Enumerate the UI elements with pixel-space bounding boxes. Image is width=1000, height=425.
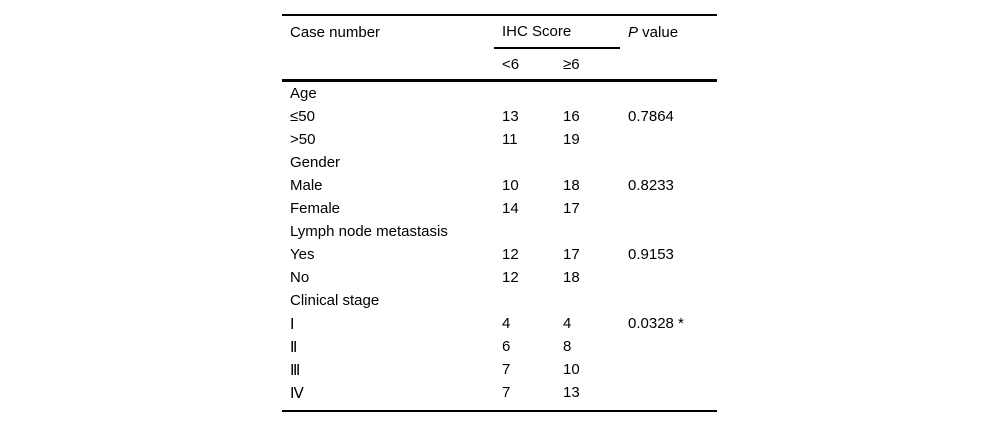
row-label: Gender bbox=[290, 154, 341, 171]
ge6-value: 18 bbox=[563, 177, 580, 194]
spacer-cell bbox=[282, 48, 494, 81]
table-row-age-gt50: >50 11 19 bbox=[282, 128, 717, 151]
ihc-score-group-header: IHC Score bbox=[494, 15, 620, 49]
p-value: 0.0328 * bbox=[628, 315, 684, 332]
p-value bbox=[620, 381, 717, 411]
row-label: Ⅱ bbox=[290, 338, 298, 356]
lt6-value: 12 bbox=[502, 246, 519, 263]
header-row-top: Case number IHC Score P value bbox=[282, 15, 717, 49]
row-label: No bbox=[290, 269, 310, 286]
lt6-value: 7 bbox=[502, 361, 511, 378]
p-value bbox=[620, 151, 717, 174]
lt6-value bbox=[494, 220, 555, 243]
ge6-value: 4 bbox=[563, 315, 572, 332]
table-row-gender-male: Male 10 18 0.8233 bbox=[282, 174, 717, 197]
lt6-value bbox=[494, 289, 555, 312]
table-row-stage-4: Ⅳ 7 13 bbox=[282, 381, 717, 411]
lt6-value: 6 bbox=[502, 338, 511, 355]
row-label: Age bbox=[290, 85, 317, 102]
lt6-value: 10 bbox=[502, 177, 519, 194]
row-label: ≤50 bbox=[290, 108, 315, 125]
p-value-header-value: value bbox=[638, 23, 679, 41]
p-value bbox=[620, 335, 717, 358]
table-header: Case number IHC Score P value <6 ≥6 bbox=[282, 15, 717, 81]
p-value: 0.9153 bbox=[628, 246, 674, 263]
table-body: Age ≤50 13 16 0.7864 >50 11 19 Gender bbox=[282, 81, 717, 412]
row-label: Male bbox=[290, 177, 323, 194]
row-label: Clinical stage bbox=[290, 292, 380, 309]
table-row-stage-2: Ⅱ 6 8 bbox=[282, 335, 717, 358]
table-row-age-le50: ≤50 13 16 0.7864 bbox=[282, 105, 717, 128]
p-value bbox=[620, 128, 717, 151]
ge6-value bbox=[555, 220, 620, 243]
ge6-value: 13 bbox=[563, 384, 580, 401]
ge6-value: 17 bbox=[563, 200, 580, 217]
ge6-value: 19 bbox=[563, 131, 580, 148]
ge6-value bbox=[555, 151, 620, 174]
p-value bbox=[620, 358, 717, 381]
table-row-lymph-yes: Yes 12 17 0.9153 bbox=[282, 243, 717, 266]
row-label: Female bbox=[290, 200, 341, 217]
ge6-value bbox=[555, 289, 620, 312]
ge6-value: 16 bbox=[563, 108, 580, 125]
header-row-sub: <6 ≥6 bbox=[282, 48, 717, 81]
p-value-header: P value bbox=[620, 15, 717, 48]
p-value bbox=[620, 289, 717, 312]
p-value bbox=[620, 220, 717, 243]
p-value-header-p: P bbox=[628, 23, 639, 41]
ge6-value: 18 bbox=[563, 269, 580, 286]
p-value bbox=[620, 266, 717, 289]
p-value bbox=[620, 197, 717, 220]
case-number-header: Case number bbox=[290, 23, 381, 41]
table-row-stage-group: Clinical stage bbox=[282, 289, 717, 312]
ihc-score-table: Case number IHC Score P value <6 ≥6 Age … bbox=[282, 14, 717, 412]
lt6-value: 7 bbox=[502, 384, 511, 401]
row-label: Lymph node metastasis bbox=[290, 223, 448, 240]
lt6-value: 13 bbox=[502, 108, 519, 125]
row-label: >50 bbox=[290, 131, 316, 148]
ge6-value bbox=[555, 81, 620, 106]
row-label: Ⅰ bbox=[290, 315, 295, 333]
ge6-value: 17 bbox=[563, 246, 580, 263]
table-row-lymph-no: No 12 18 bbox=[282, 266, 717, 289]
lt6-value: 12 bbox=[502, 269, 519, 286]
table-row-gender-female: Female 14 17 bbox=[282, 197, 717, 220]
table-row-age-group: Age bbox=[282, 81, 717, 106]
p-value: 0.8233 bbox=[628, 177, 674, 194]
row-label: Ⅲ bbox=[290, 361, 301, 379]
row-label: Yes bbox=[290, 246, 315, 263]
lt6-value: 14 bbox=[502, 200, 519, 217]
table-row-stage-1: Ⅰ 4 4 0.0328 * bbox=[282, 312, 717, 335]
ge6-value: 8 bbox=[563, 338, 572, 355]
table-row-stage-3: Ⅲ 7 10 bbox=[282, 358, 717, 381]
table-row-gender-group: Gender bbox=[282, 151, 717, 174]
subheader-ge6: ≥6 bbox=[563, 55, 580, 73]
spacer-cell bbox=[620, 48, 717, 81]
table-row-lymph-group: Lymph node metastasis bbox=[282, 220, 717, 243]
row-label: Ⅳ bbox=[290, 384, 304, 402]
lt6-value: 4 bbox=[502, 315, 511, 332]
lt6-value: 11 bbox=[502, 131, 518, 148]
p-value: 0.7864 bbox=[628, 108, 674, 125]
ge6-value: 10 bbox=[563, 361, 580, 378]
lt6-value bbox=[494, 151, 555, 174]
lt6-value bbox=[494, 81, 555, 106]
p-value bbox=[620, 81, 717, 106]
subheader-lt6: <6 bbox=[502, 55, 520, 73]
